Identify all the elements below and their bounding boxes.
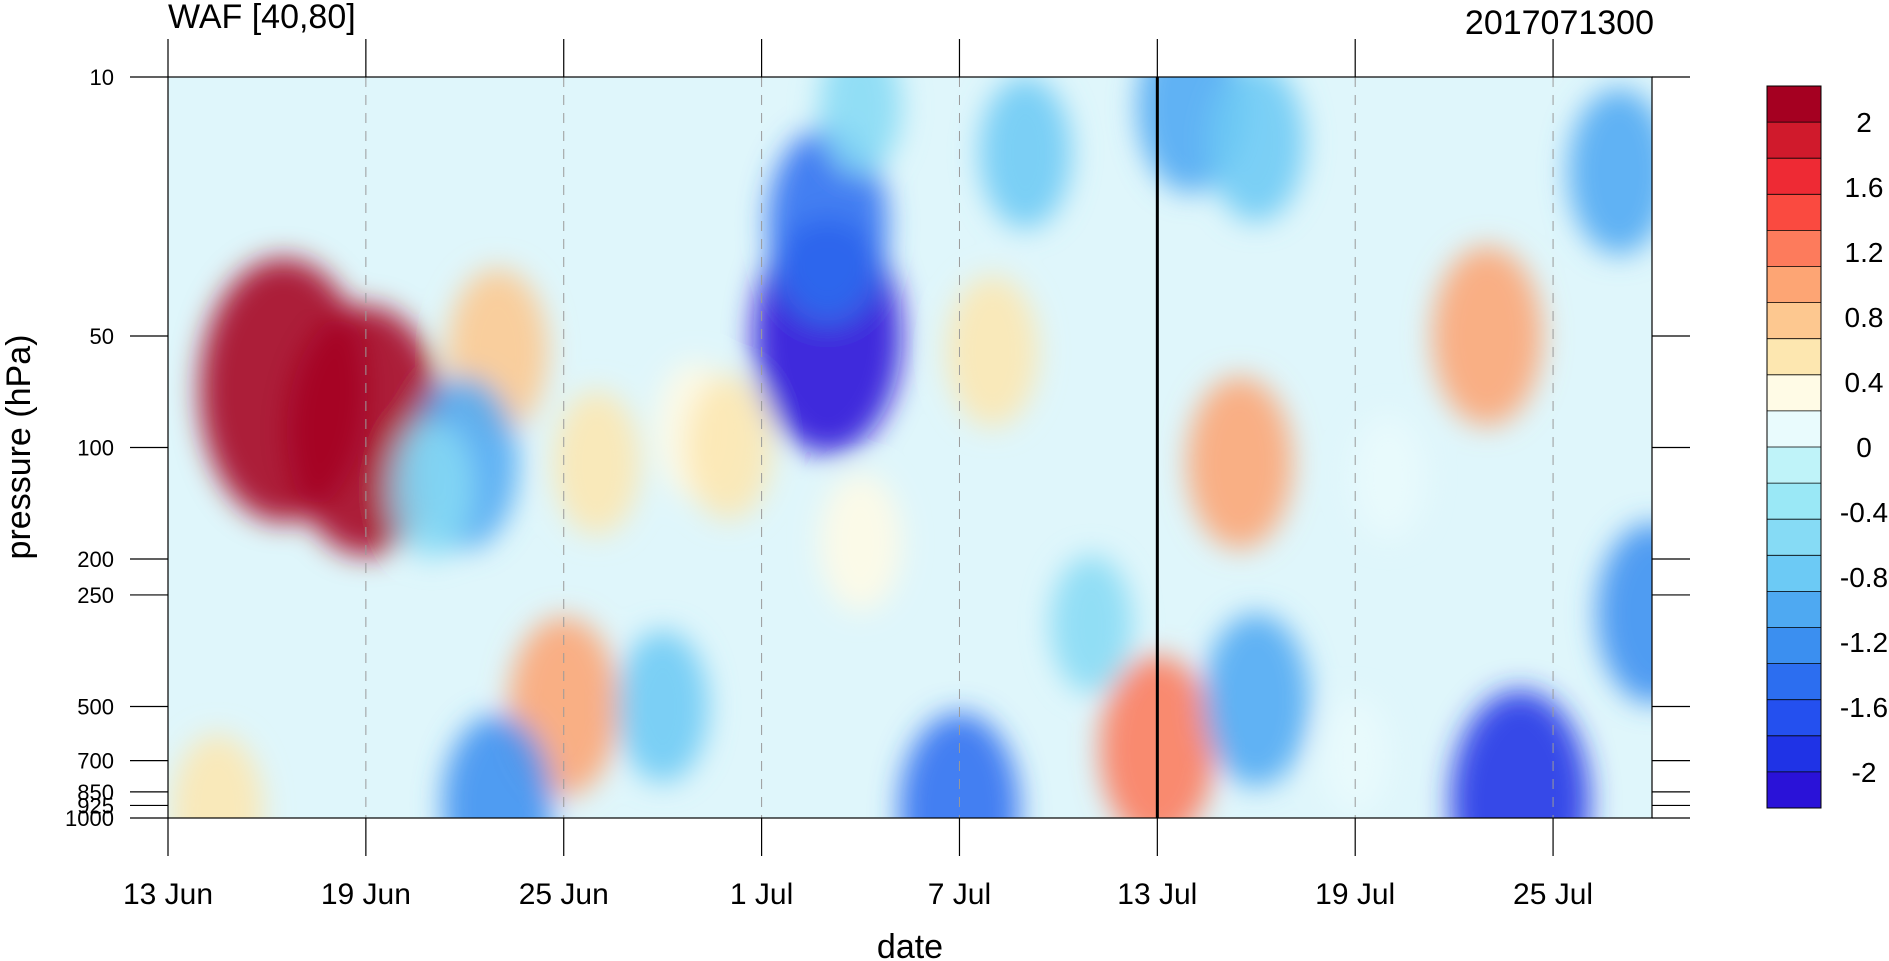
y-tick-label: 1000 bbox=[65, 806, 114, 831]
y-tick-label: 50 bbox=[90, 324, 114, 349]
chart-title: WAF [40,80] bbox=[168, 0, 356, 36]
y-tick-label: 700 bbox=[77, 749, 114, 774]
colorbar-tick-label: 0.4 bbox=[1845, 367, 1884, 398]
colorbar-tick-label: 1.6 bbox=[1845, 172, 1884, 203]
waf-feature-29 bbox=[616, 630, 709, 783]
y-tick-label: 200 bbox=[77, 547, 114, 572]
colorbar-swatch bbox=[1767, 338, 1821, 376]
colorbar-swatch bbox=[1767, 735, 1821, 773]
colorbar-swatch bbox=[1767, 266, 1821, 304]
waf-feature-11 bbox=[685, 375, 773, 520]
colorbar-swatch bbox=[1767, 447, 1821, 484]
colorbar-swatch bbox=[1767, 555, 1821, 592]
colorbar-swatch bbox=[1767, 86, 1821, 123]
x-tick-label: 7 Jul bbox=[928, 878, 991, 911]
colorbar-swatch bbox=[1767, 374, 1821, 412]
waf-feature-28 bbox=[1321, 697, 1390, 815]
waf-feature-30 bbox=[1050, 555, 1133, 694]
x-tick-label: 25 Jun bbox=[519, 878, 609, 911]
waf-feature-2 bbox=[553, 390, 641, 536]
waf-feature-20 bbox=[1431, 245, 1543, 426]
y-tick-label: 500 bbox=[77, 694, 114, 719]
y-tick-label: 100 bbox=[77, 436, 114, 461]
chart-subtitle: 2017071300 bbox=[1465, 4, 1654, 42]
waf-feature-12 bbox=[819, 473, 902, 612]
colorbar-swatch bbox=[1767, 122, 1821, 159]
colorbar-tick-label: 1.2 bbox=[1845, 237, 1884, 268]
colorbar-tick-label: -2 bbox=[1852, 757, 1877, 788]
colorbar-swatch bbox=[1767, 230, 1821, 267]
colorbar-frame bbox=[1766, 85, 1822, 809]
colorbar-swatch bbox=[1767, 519, 1821, 556]
y-tick-label: 250 bbox=[77, 583, 114, 608]
waf-feature-13 bbox=[946, 275, 1039, 428]
waf-feature-25 bbox=[442, 714, 554, 818]
y-tick-label: 925 bbox=[77, 793, 114, 818]
y-axis-label: pressure (hPa) bbox=[0, 335, 38, 560]
colorbar-tick-label: -1.2 bbox=[1840, 627, 1888, 658]
colorbar-tick-label: -0.8 bbox=[1840, 562, 1888, 593]
colorbar-swatch bbox=[1767, 663, 1821, 701]
waf-feature-14 bbox=[979, 77, 1072, 229]
waf-feature-21 bbox=[1351, 414, 1425, 539]
x-tick-label: 19 Jun bbox=[321, 878, 411, 911]
colorbar-tick-label: 2 bbox=[1856, 107, 1872, 138]
x-axis: 13 Jun 19 Jun 25 Jun 1 Jul 7 Jul 13 Jul 19 Jul… bbox=[123, 39, 1593, 911]
waf-feature-17 bbox=[1186, 376, 1293, 550]
colorbar-tick-label: 0 bbox=[1856, 432, 1872, 463]
colorbar-swatch bbox=[1767, 591, 1821, 628]
x-tick-label: 19 Jul bbox=[1315, 878, 1395, 911]
colorbar-tick-label: -0.4 bbox=[1840, 497, 1888, 528]
plot-area bbox=[167, 76, 1653, 819]
colorbar-swatch bbox=[1767, 483, 1821, 520]
x-tick-label: 25 Jul bbox=[1513, 878, 1593, 911]
colorbar-tick-label: -1.6 bbox=[1840, 692, 1888, 723]
x-tick-label: 13 Jul bbox=[1117, 878, 1197, 911]
colorbar: 2 1.6 1.2 0.8 0.4 0 -0.4 -0.8 -1.2 -1.6 -2 bbox=[1766, 85, 1888, 809]
waf-feature-19 bbox=[1203, 613, 1310, 787]
waf-feature-16 bbox=[1208, 77, 1305, 222]
y-tick-label: 10 bbox=[90, 65, 114, 90]
x-tick-label: 13 Jun bbox=[123, 878, 213, 911]
waf-feature-22 bbox=[1450, 690, 1590, 818]
colorbar-swatch bbox=[1767, 771, 1821, 809]
colorbar-swatch bbox=[1767, 410, 1821, 448]
waf-feature-8 bbox=[767, 127, 888, 322]
waf-feature-24 bbox=[1568, 88, 1652, 255]
colorbar-swatch bbox=[1767, 158, 1821, 195]
waf-feature-23 bbox=[1596, 523, 1652, 704]
waf-feature-26 bbox=[171, 733, 264, 818]
colorbar-swatch bbox=[1767, 194, 1821, 231]
waf-feature-9 bbox=[819, 77, 902, 176]
colorbar-swatch bbox=[1767, 699, 1821, 737]
colorbar-swatch bbox=[1767, 627, 1821, 665]
x-axis-label: date bbox=[877, 928, 943, 961]
waf-feature-6 bbox=[390, 420, 473, 559]
x-tick-label: 1 Jul bbox=[730, 878, 793, 911]
y-tick-label: 850 bbox=[77, 780, 114, 805]
colorbar-swatch bbox=[1767, 302, 1821, 340]
colorbar-tick-label: 0.8 bbox=[1845, 302, 1884, 333]
